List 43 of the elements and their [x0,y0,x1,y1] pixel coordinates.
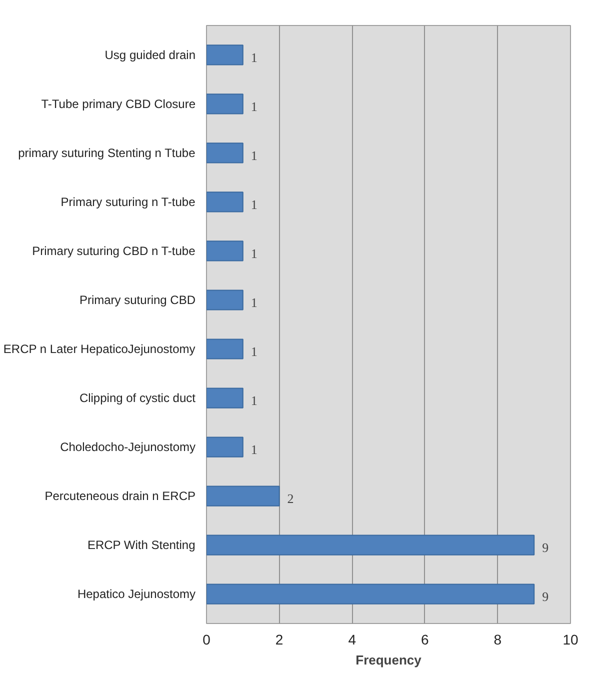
y-tick-label: Usg guided drain [104,48,196,62]
data-label: 1 [250,196,258,212]
data-label: 1 [250,98,258,114]
data-label: 1 [250,442,258,458]
x-tick-label: 10 [562,632,578,648]
data-label: 9 [542,589,549,604]
bar [206,436,244,458]
y-tick-label: Choledocho-Jejunostomy [60,440,196,454]
y-tick-label: T-Tube primary CBD Closure [41,96,196,111]
data-label: 9 [542,540,549,556]
x-axis-title: Frequency [356,652,422,668]
x-tick-label: 2 [275,632,284,648]
y-tick-label: ERCP With Stenting [87,538,196,552]
bar [206,192,244,212]
x-tick-label: 6 [421,632,430,648]
y-tick-label: Primary suturing CBD n T-tube [32,244,196,258]
data-label: 1 [250,148,258,163]
x-tick-label: 4 [348,632,356,648]
bar [206,534,535,556]
bar [206,486,280,506]
x-tick-label: 0 [202,632,211,648]
data-label: 1 [250,344,258,360]
bar [206,240,244,262]
data-label: 2 [287,491,294,506]
y-tick-label: primary suturing Stenting n Ttube [18,146,196,160]
y-tick-label: Clipping of cystic duct [79,391,196,406]
bar [206,338,244,360]
bar [206,584,535,604]
data-label: 1 [250,294,258,310]
y-tick-label: Primary suturing n T-tube [60,194,196,209]
bar [206,94,244,114]
data-label: 1 [250,50,258,65]
bar [206,388,244,408]
y-tick-label: Hepatico Jejunostomy [77,587,196,602]
data-label: 1 [250,393,258,408]
y-tick-label: Primary suturing CBD [79,292,196,307]
data-label: 1 [250,246,258,261]
y-tick-label: Percuteneous drain n ERCP [44,489,196,504]
x-tick-label: 8 [494,632,502,648]
bar [206,290,244,310]
bar [206,44,244,66]
bar [206,142,244,164]
y-tick-label: ERCP n Later HepaticoJejunostomy [3,342,196,356]
